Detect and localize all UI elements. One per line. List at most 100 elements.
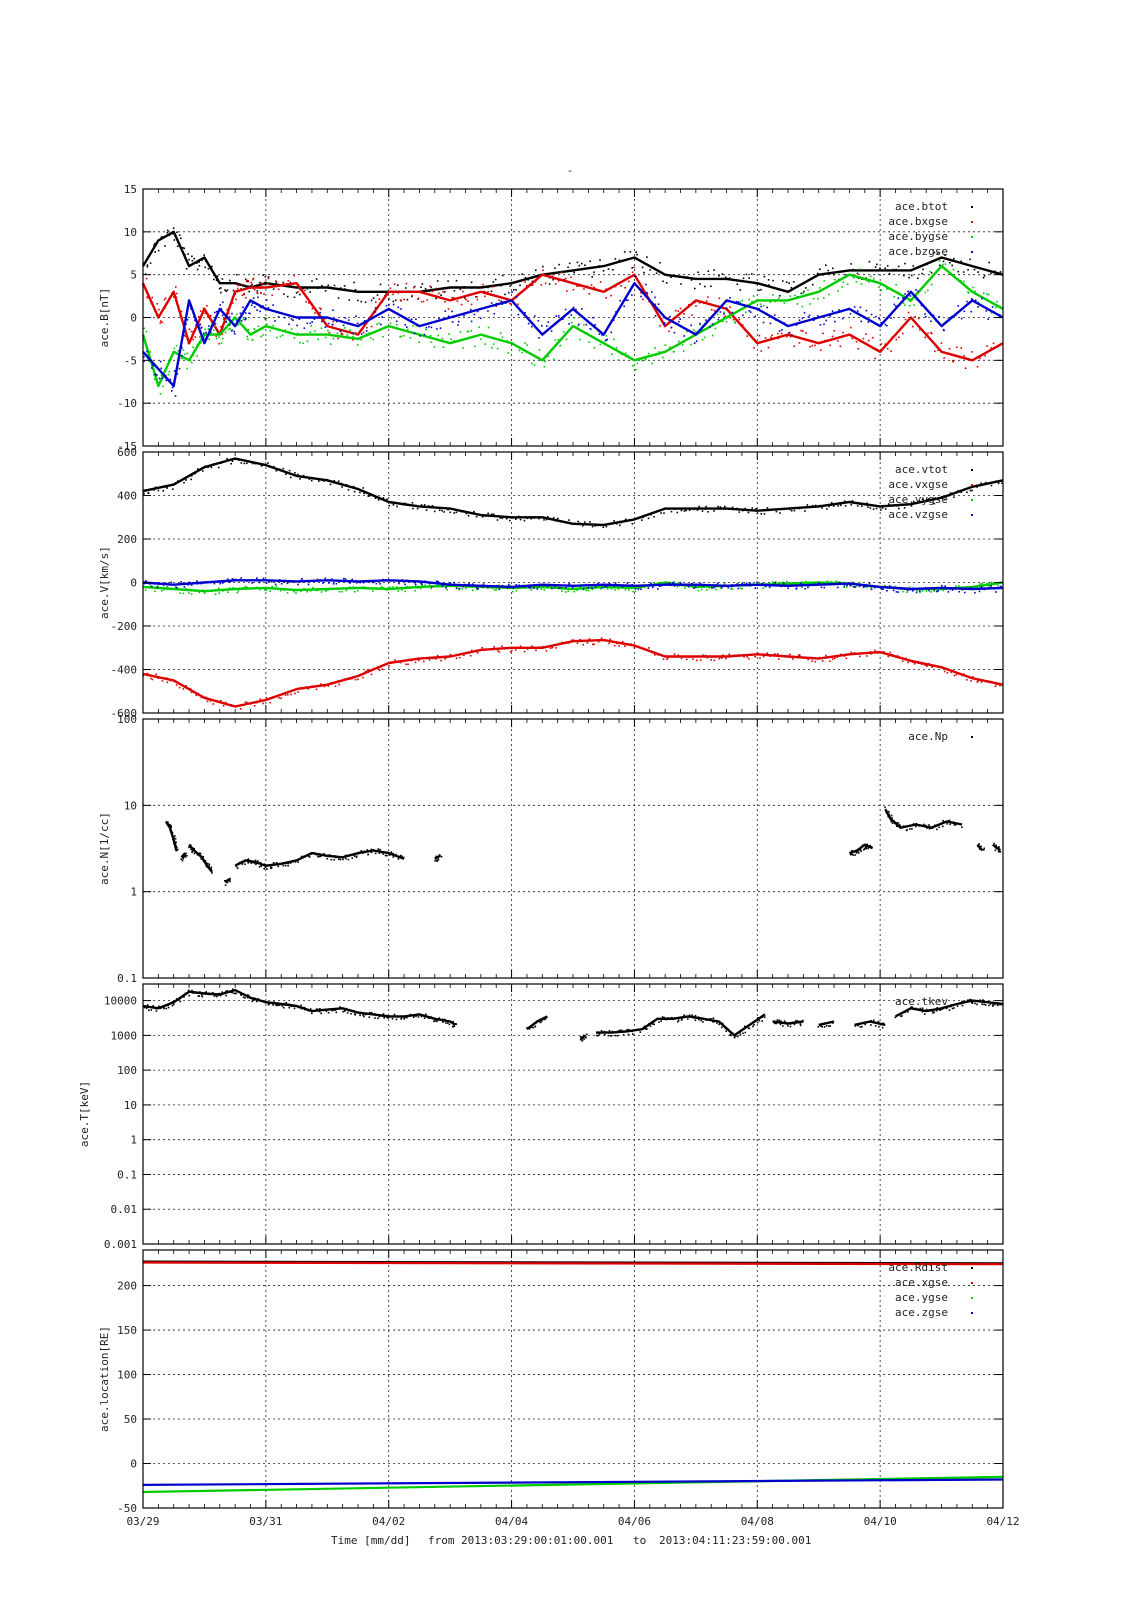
data-point bbox=[455, 1023, 457, 1025]
data-point bbox=[552, 278, 554, 281]
data-point bbox=[756, 581, 758, 584]
data-point bbox=[235, 298, 237, 301]
data-point bbox=[311, 1012, 313, 1015]
data-point bbox=[968, 998, 971, 1001]
data-point bbox=[968, 292, 970, 294]
data-point bbox=[241, 284, 244, 287]
legend-entry: ace.xgse bbox=[895, 1276, 948, 1289]
data-point bbox=[579, 522, 581, 524]
data-point bbox=[601, 586, 604, 589]
data-point bbox=[360, 333, 363, 335]
data-point bbox=[181, 357, 183, 360]
data-point bbox=[988, 585, 990, 588]
data-point bbox=[620, 585, 623, 587]
data-point bbox=[453, 512, 455, 514]
data-point bbox=[397, 661, 400, 663]
data-point bbox=[290, 318, 293, 320]
data-point bbox=[236, 273, 238, 276]
data-point bbox=[915, 1007, 917, 1010]
data-point bbox=[365, 330, 368, 332]
data-point bbox=[340, 856, 343, 858]
series-line bbox=[142, 1478, 1004, 1486]
data-point bbox=[225, 321, 228, 323]
data-point bbox=[215, 310, 218, 313]
data-point bbox=[246, 280, 248, 283]
data-point bbox=[228, 879, 231, 881]
data-point bbox=[944, 254, 946, 256]
data-point bbox=[884, 267, 886, 270]
data-point bbox=[337, 297, 340, 299]
data-point bbox=[378, 496, 380, 499]
data-point bbox=[382, 853, 384, 855]
data-point bbox=[924, 587, 926, 590]
data-point bbox=[961, 674, 963, 677]
data-point bbox=[303, 327, 306, 329]
data-point bbox=[191, 260, 194, 262]
data-point bbox=[639, 1031, 642, 1033]
data-point bbox=[663, 322, 666, 324]
data-point bbox=[246, 462, 248, 465]
data-point bbox=[514, 344, 516, 346]
data-point bbox=[327, 284, 330, 287]
data-point bbox=[875, 507, 878, 510]
data-point bbox=[867, 847, 869, 850]
data-point bbox=[938, 260, 941, 262]
data-point bbox=[151, 301, 154, 304]
data-point bbox=[789, 583, 792, 585]
data-point bbox=[464, 297, 466, 299]
data-point bbox=[364, 670, 367, 673]
data-point bbox=[315, 1008, 318, 1010]
data-point bbox=[414, 583, 417, 586]
data-point bbox=[261, 1000, 263, 1002]
data-point bbox=[999, 314, 1001, 316]
data-point bbox=[532, 587, 535, 589]
data-point bbox=[332, 337, 335, 340]
data-point bbox=[300, 856, 303, 859]
data-point bbox=[482, 583, 485, 585]
data-point bbox=[616, 1034, 619, 1037]
data-point bbox=[423, 1015, 425, 1017]
data-point bbox=[242, 306, 244, 308]
data-point bbox=[857, 347, 859, 350]
data-point bbox=[749, 585, 752, 587]
data-point bbox=[1001, 482, 1003, 485]
y-axis-label: ace.V[km/s] bbox=[98, 546, 111, 619]
data-point bbox=[148, 360, 151, 363]
data-point bbox=[758, 1019, 761, 1022]
data-point bbox=[371, 317, 373, 320]
y-tick-label: -600 bbox=[111, 707, 138, 720]
data-point bbox=[905, 657, 907, 660]
data-point bbox=[748, 310, 751, 312]
data-point bbox=[274, 583, 277, 586]
data-point bbox=[159, 360, 162, 363]
data-point bbox=[530, 1026, 533, 1028]
data-point bbox=[725, 307, 728, 309]
data-point bbox=[877, 652, 879, 654]
data-point bbox=[354, 678, 357, 681]
data-point bbox=[320, 308, 322, 310]
data-point bbox=[879, 267, 881, 269]
data-point bbox=[182, 349, 185, 351]
data-point bbox=[854, 586, 856, 588]
data-point bbox=[605, 288, 607, 291]
data-point bbox=[353, 1009, 355, 1012]
data-point bbox=[999, 305, 1001, 307]
data-point bbox=[886, 265, 889, 267]
data-point bbox=[323, 480, 325, 482]
data-point bbox=[355, 582, 358, 584]
data-point bbox=[939, 1009, 942, 1011]
data-point bbox=[239, 312, 242, 315]
data-point bbox=[362, 487, 365, 489]
data-point bbox=[213, 582, 216, 585]
data-point bbox=[442, 1018, 444, 1021]
data-point bbox=[349, 329, 351, 331]
data-point bbox=[329, 588, 332, 590]
data-point bbox=[200, 342, 202, 344]
data-point bbox=[565, 338, 568, 341]
data-point bbox=[568, 584, 570, 586]
data-point bbox=[299, 341, 301, 344]
data-point bbox=[356, 590, 359, 592]
data-point bbox=[699, 323, 702, 326]
data-point bbox=[829, 660, 831, 663]
